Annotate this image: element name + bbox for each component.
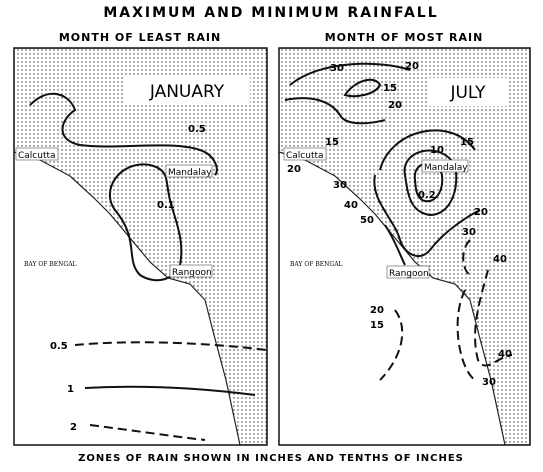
contour [384, 224, 406, 266]
coast [279, 48, 530, 445]
contour [74, 341, 267, 351]
place-tag [169, 264, 213, 278]
panel-july [279, 48, 530, 445]
sea-name: BAY OF BENGAL [24, 261, 77, 268]
month-label: JULY [449, 83, 486, 103]
contour [379, 129, 476, 171]
frame [13, 47, 268, 446]
contour [89, 424, 206, 441]
isoline-label: 1 [67, 384, 74, 395]
isoline-label: 30 [333, 180, 347, 191]
place: Rangoon [389, 269, 429, 279]
frame [278, 47, 531, 446]
land [14, 48, 267, 445]
contour [379, 309, 404, 381]
isoline-label: 15 [383, 83, 397, 94]
isoline-label: 40 [344, 200, 358, 211]
place-tag [165, 164, 213, 178]
land [279, 48, 530, 445]
isoline-label: 0.5 [188, 124, 206, 135]
isoline-label: 0.5 [50, 341, 68, 352]
place-tag [386, 265, 430, 279]
contour [343, 78, 382, 98]
coast [14, 48, 267, 445]
contour [373, 174, 481, 258]
contour [84, 385, 256, 396]
place-tag [283, 147, 327, 161]
contour [403, 149, 458, 217]
place: Mandalay [424, 163, 468, 173]
isoline-label: 40 [498, 349, 512, 360]
contour [289, 62, 411, 86]
contour [462, 239, 471, 276]
place: Calcutta [286, 151, 324, 161]
isoline-label: 20 [474, 207, 488, 218]
contour [456, 289, 476, 381]
place-tag [421, 159, 469, 173]
isoline-label: 15 [370, 320, 384, 331]
contour [474, 269, 513, 367]
footer: ZONES OF RAIN SHOWN IN INCHES AND TENTHS… [78, 453, 464, 464]
isoline-label: 20 [388, 100, 402, 111]
isoline-label: 15 [325, 137, 339, 148]
subtitle: MONTH OF MOST RAIN [325, 31, 484, 44]
isoline-label: 30 [482, 377, 496, 388]
month-label: JANUARY [149, 82, 225, 102]
isoline-label: 0.1 [157, 200, 175, 211]
isoline-label: 15 [460, 137, 474, 148]
isoline-label: 20 [287, 164, 301, 175]
isoline-label: 20 [405, 61, 419, 72]
isoline-label: 0.2 [418, 190, 436, 201]
isoline-label: 10 [430, 145, 444, 156]
subtitle: MONTH OF LEAST RAIN [59, 31, 221, 44]
isoline-label: 2 [70, 422, 77, 433]
isoline-label: 50 [360, 215, 374, 226]
contour [284, 97, 386, 125]
place: Mandalay [168, 168, 212, 178]
contour [109, 163, 183, 282]
panel-january [14, 48, 267, 445]
place: Rangoon [172, 268, 212, 278]
label-box [428, 78, 508, 106]
place-tag [15, 147, 59, 161]
isoline-label: 20 [370, 305, 384, 316]
label-box [125, 77, 250, 105]
isoline-label: 40 [493, 254, 507, 265]
contour [29, 92, 218, 176]
isoline-label: 30 [462, 227, 476, 238]
place: Calcutta [18, 151, 56, 161]
isoline-label: 30 [330, 63, 344, 74]
title: MAXIMUM AND MINIMUM RAINFALL [103, 5, 438, 21]
sea-name: BAY OF BENGAL [290, 261, 343, 268]
